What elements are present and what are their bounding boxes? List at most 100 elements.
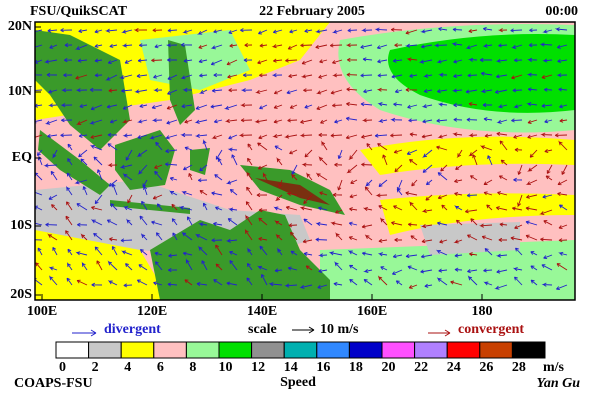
wind-arrow [166,119,178,125]
wind-arrow [196,281,208,287]
wind-arrow [67,143,73,151]
wind-arrow [561,164,568,175]
wind-arrow [46,72,58,77]
wind-arrow [277,247,283,256]
wind-arrow [440,164,448,172]
wind-arrow [257,59,268,65]
wind-arrow [382,154,388,166]
wind-arrow [77,222,88,227]
wind-arrow [486,204,493,211]
wind-arrow [437,194,448,200]
wind-arrow [454,205,463,211]
colorbar-label: 18 [349,360,363,375]
wind-arrow [469,252,478,257]
wind-arrow [362,57,373,62]
wind-arrow [349,264,358,271]
wind-arrow [108,179,118,187]
wind-arrow [410,235,418,241]
wind-arrow [380,266,388,271]
wind-arrow [452,27,463,32]
wind-arrow [453,73,463,79]
wind-arrow [107,143,118,151]
wind-arrow [43,163,58,168]
wind-arrow [94,29,103,34]
wind-arrow [496,269,508,274]
wind-arrow [284,134,298,139]
wind-arrow [454,253,463,258]
wind-arrow [529,28,538,33]
wind-arrow [288,223,298,228]
wind-arrow [187,216,193,226]
colorbar-swatch [348,341,383,359]
wind-arrow [318,206,328,211]
wind-arrow [169,176,178,181]
wind-arrow [137,58,148,63]
wind-arrow [196,29,208,35]
wind-arrow [47,103,58,108]
wind-arrow [290,231,298,241]
wind-arrow [425,194,433,201]
wind-arrow [405,254,418,259]
wind-arrow [255,89,268,94]
wind-arrow [390,133,403,138]
wind-arrow [152,28,163,33]
title: FSU/QuikSCAT [30,4,128,19]
wind-arrow [262,172,268,181]
colorbar-swatch [381,341,416,359]
wind-arrow [316,104,328,110]
land [168,40,195,125]
wind-arrow [360,102,373,107]
wind-arrow [257,142,268,151]
wind-arrow [171,218,178,226]
wind-arrow [290,164,298,176]
wind-arrow [49,44,58,49]
wind-arrow [167,74,178,80]
wind-arrow [63,73,73,78]
wind-arrow [315,172,328,181]
wind-arrow [183,164,193,171]
wind-arrow [482,102,492,108]
wind-arrow [423,88,433,94]
wind-arrow [438,72,448,77]
wind-arrow [183,58,193,63]
wind-arrow [240,103,253,108]
wind-arrow [171,203,178,211]
wind-arrow [527,164,538,172]
colorbar-swatch [218,341,253,359]
wind-arrow [465,209,478,214]
wind-arrow [67,158,73,166]
scale-arrow [308,326,315,334]
wind-arrow [455,219,463,226]
colorbar-label: 4 [124,360,131,375]
colorbar-swatch [414,341,448,359]
wind-arrow [152,194,163,200]
wind-arrow [35,239,43,241]
wind-arrow [259,43,268,48]
wind-arrow [93,232,103,241]
colorbar-label: 20 [382,360,396,375]
wind-arrow [454,191,463,197]
wind-arrow [257,164,268,170]
wind-arrow [247,247,253,256]
wind-arrow [515,247,523,256]
wind-arrow [133,28,148,33]
colorbar-label: 26 [479,360,493,375]
lat-label: 10N [8,84,32,99]
wind-arrow [94,58,103,63]
wind-arrow [66,172,73,181]
wind-arrow [512,206,523,211]
wind-arrow [134,89,148,94]
wind-arrow [123,206,133,211]
wind-arrow [122,133,133,138]
wind-arrow [377,252,388,257]
time: 00:00 [545,4,578,19]
wind-arrow [47,133,58,139]
wind-arrow [226,59,238,66]
wind-arrow [90,134,103,139]
wind-arrow [544,119,553,124]
wind-arrow [468,102,478,107]
colorbar-swatch [55,341,90,359]
wind-arrow [556,284,568,291]
wind-arrow [138,43,148,48]
wind-arrow [139,215,148,226]
